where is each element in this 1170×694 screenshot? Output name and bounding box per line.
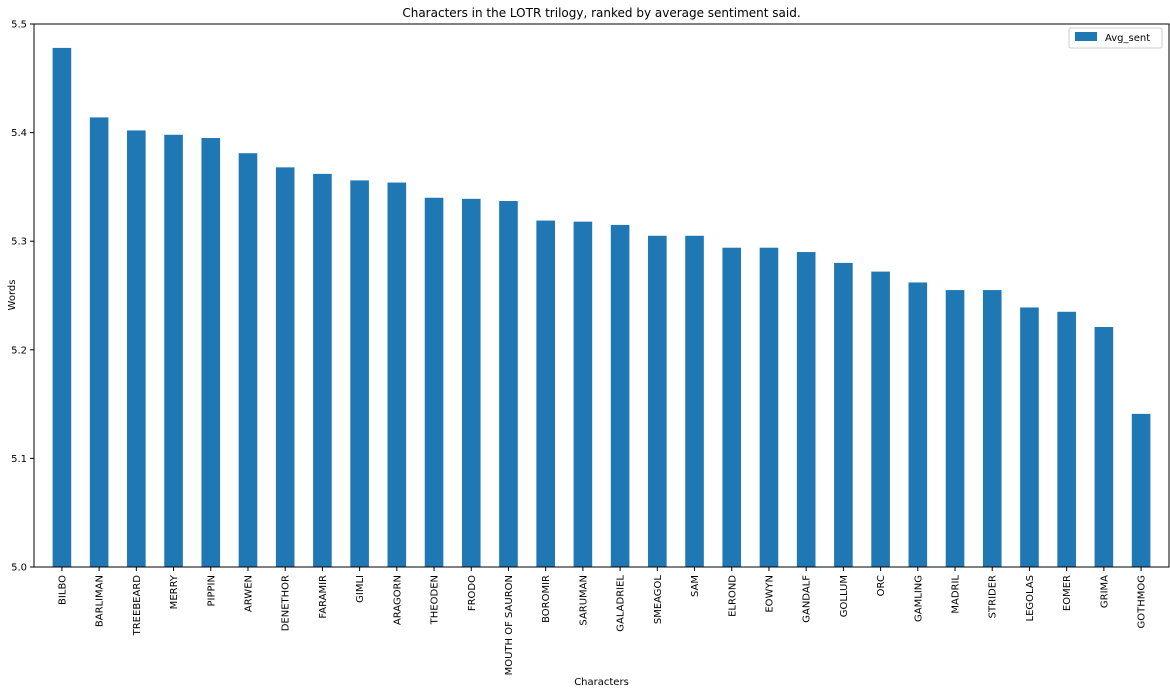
x-tick-label: MADRIL: [951, 575, 962, 614]
bar-gandalf: [796, 252, 816, 567]
bar-strider: [982, 290, 1002, 567]
y-tick-label: 5.3: [11, 237, 27, 248]
bar-barliman: [89, 117, 109, 568]
bar-merry: [164, 134, 183, 567]
x-tick-label: FARAMIR: [318, 575, 329, 619]
x-axis-title: Characters: [574, 677, 629, 688]
bar-gimli: [350, 180, 369, 567]
bar-orc: [871, 271, 890, 567]
y-tick-label: 5.0: [11, 563, 27, 574]
plot-frame: [33, 23, 1170, 568]
x-tick-label: GALADRIEL: [616, 575, 627, 632]
bar-smeagol: [648, 235, 667, 567]
bar-theoden: [424, 197, 444, 567]
bar-saruman: [573, 221, 593, 567]
x-tick-label: ARWEN: [243, 575, 254, 612]
x-tick-label: GOLLUM: [839, 575, 850, 617]
bar-pippin: [201, 138, 221, 567]
bar-frodo: [461, 198, 481, 567]
x-tick-label: FRODO: [467, 575, 478, 611]
bar-galadriel: [610, 224, 630, 567]
bar-madril: [945, 290, 965, 567]
bar-mouth-of-sauron: [499, 201, 518, 567]
bar-gothmog: [1131, 413, 1151, 567]
x-tick-label: TREEBEARD: [132, 575, 143, 637]
y-tick-label: 5.4: [11, 128, 27, 139]
y-tick-label: 5.2: [11, 345, 27, 356]
bar-arwen: [238, 153, 258, 568]
x-tick-label: MERRY: [169, 574, 180, 609]
x-tick-label: BILBO: [57, 575, 68, 605]
bar-gamling: [908, 282, 928, 567]
x-tick-label: GOTHMOG: [1137, 575, 1148, 629]
legend: Avg_sent: [1068, 27, 1163, 49]
bars-group: [52, 47, 1151, 568]
x-tick-label: SAM: [690, 575, 701, 597]
bar-denethor: [275, 167, 295, 567]
bar-gollum: [834, 262, 853, 567]
x-tick-label: DENETHOR: [281, 575, 292, 631]
chart-title: Characters in the LOTR trilogy, ranked b…: [402, 6, 800, 20]
bar-grima: [1094, 326, 1114, 567]
y-tick-label: 5.1: [11, 454, 27, 465]
legend-label: Avg_sent: [1105, 33, 1150, 44]
y-axis: 5.0 5.1 5.2 5.3 5.4 5.5: [11, 20, 34, 574]
bar-boromir: [536, 220, 555, 567]
x-tick-label: ARAGORN: [392, 575, 403, 625]
bar-sam: [685, 235, 704, 567]
x-axis: BILBO BARLIMAN TREEBEARD MERRY PIPPIN ARWEN DE…: [57, 567, 1148, 675]
x-tick-label: MOUTH OF SAURON: [504, 575, 515, 675]
x-tick-label: BOROMIR: [541, 575, 552, 623]
bar-eomer: [1057, 311, 1076, 567]
x-tick-label: SMEAGOL: [653, 575, 664, 625]
x-tick-label: EOWYN: [764, 575, 775, 613]
bar-bilbo: [52, 47, 72, 567]
x-tick-label: ORC: [876, 575, 887, 596]
x-tick-label: GANDALF: [802, 575, 813, 623]
bar-treebeard: [127, 130, 146, 567]
y-axis-title: Words: [7, 280, 18, 311]
bar-faramir: [313, 173, 332, 567]
x-tick-label: THEODEN: [430, 575, 441, 625]
x-tick-label: STRIDER: [988, 575, 999, 618]
legend-swatch: [1075, 32, 1097, 41]
x-tick-label: GRIMA: [1099, 575, 1110, 608]
bar-elrond: [722, 247, 742, 567]
x-tick-label: LEGOLAS: [1025, 575, 1036, 622]
x-tick-label: PIPPIN: [206, 575, 217, 606]
bar-eowyn: [759, 247, 779, 567]
bar-legolas: [1020, 307, 1039, 567]
x-tick-label: GAMLING: [913, 575, 924, 622]
x-tick-label: GIMLI: [355, 575, 366, 603]
x-tick-label: EOMER: [1062, 575, 1073, 611]
x-tick-label: BARLIMAN: [95, 575, 106, 627]
y-tick-label: 5.5: [11, 20, 27, 31]
bar-aragorn: [387, 182, 407, 567]
x-tick-label: SARUMAN: [578, 575, 589, 626]
x-tick-label: ELROND: [727, 575, 738, 617]
